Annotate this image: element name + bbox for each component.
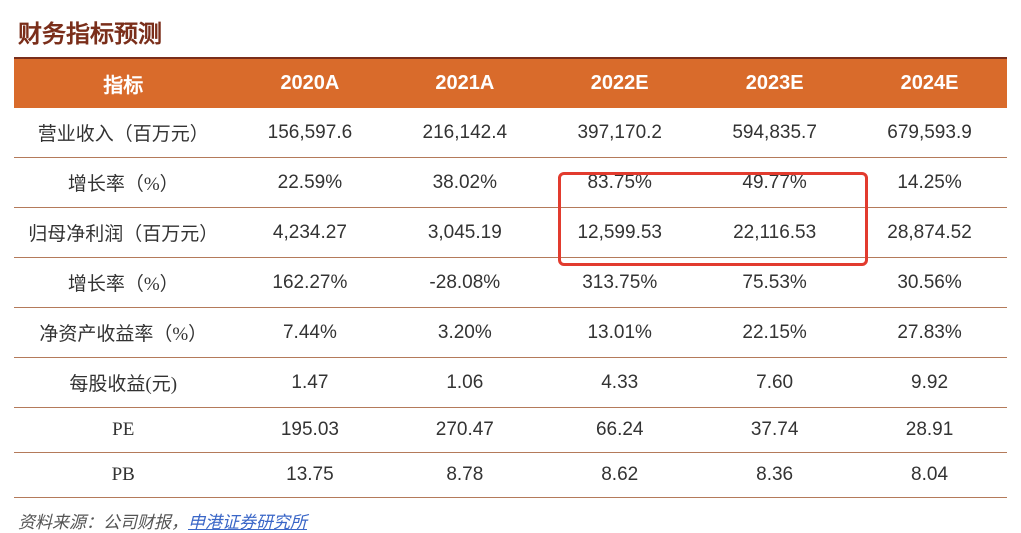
cell: 4.33 bbox=[542, 358, 697, 408]
row-label: 净资产收益率（%） bbox=[14, 308, 232, 358]
cell: 13.75 bbox=[232, 453, 387, 498]
cell: 216,142.4 bbox=[387, 108, 542, 158]
row-label: 增长率（%） bbox=[14, 258, 232, 308]
table-row: 每股收益(元) 1.47 1.06 4.33 7.60 9.92 bbox=[14, 358, 1007, 408]
col-header: 指标 bbox=[14, 58, 232, 108]
cell: 30.56% bbox=[852, 258, 1007, 308]
cell: 8.04 bbox=[852, 453, 1007, 498]
cell: 3,045.19 bbox=[387, 208, 542, 258]
cell: 14.25% bbox=[852, 158, 1007, 208]
cell: 66.24 bbox=[542, 408, 697, 453]
cell: 3.20% bbox=[387, 308, 542, 358]
table-row: 增长率（%） 162.27% -28.08% 313.75% 75.53% 30… bbox=[14, 258, 1007, 308]
source-prefix: 资料来源：公司财报， bbox=[18, 513, 188, 532]
cell: 4,234.27 bbox=[232, 208, 387, 258]
row-label: PE bbox=[14, 408, 232, 453]
cell: 1.06 bbox=[387, 358, 542, 408]
table-row: 增长率（%） 22.59% 38.02% 83.75% 49.77% 14.25… bbox=[14, 158, 1007, 208]
col-header: 2021A bbox=[387, 58, 542, 108]
table-row: PE 195.03 270.47 66.24 37.74 28.91 bbox=[14, 408, 1007, 453]
table-row: 归母净利润（百万元） 4,234.27 3,045.19 12,599.53 2… bbox=[14, 208, 1007, 258]
cell: 8.78 bbox=[387, 453, 542, 498]
cell: 22,116.53 bbox=[697, 208, 852, 258]
table-header-row: 指标 2020A 2021A 2022E 2023E 2024E bbox=[14, 58, 1007, 108]
cell: 38.02% bbox=[387, 158, 542, 208]
section-title: 财务指标预测 bbox=[14, 10, 1007, 57]
row-label: 每股收益(元) bbox=[14, 358, 232, 408]
cell: 49.77% bbox=[697, 158, 852, 208]
cell: 8.36 bbox=[697, 453, 852, 498]
cell: 9.92 bbox=[852, 358, 1007, 408]
cell: -28.08% bbox=[387, 258, 542, 308]
cell: 195.03 bbox=[232, 408, 387, 453]
cell: 7.44% bbox=[232, 308, 387, 358]
cell: 28.91 bbox=[852, 408, 1007, 453]
cell: 679,593.9 bbox=[852, 108, 1007, 158]
cell: 28,874.52 bbox=[852, 208, 1007, 258]
cell: 12,599.53 bbox=[542, 208, 697, 258]
cell: 156,597.6 bbox=[232, 108, 387, 158]
cell: 83.75% bbox=[542, 158, 697, 208]
table-body: 营业收入（百万元） 156,597.6 216,142.4 397,170.2 … bbox=[14, 108, 1007, 498]
cell: 8.62 bbox=[542, 453, 697, 498]
cell: 270.47 bbox=[387, 408, 542, 453]
cell: 7.60 bbox=[697, 358, 852, 408]
col-header: 2024E bbox=[852, 58, 1007, 108]
table-row: PB 13.75 8.78 8.62 8.36 8.04 bbox=[14, 453, 1007, 498]
row-label: PB bbox=[14, 453, 232, 498]
row-label: 归母净利润（百万元） bbox=[14, 208, 232, 258]
col-header: 2023E bbox=[697, 58, 852, 108]
row-label: 增长率（%） bbox=[14, 158, 232, 208]
cell: 13.01% bbox=[542, 308, 697, 358]
row-label: 营业收入（百万元） bbox=[14, 108, 232, 158]
source-note: 资料来源：公司财报，申港证券研究所 bbox=[14, 498, 1007, 533]
cell: 594,835.7 bbox=[697, 108, 852, 158]
cell: 1.47 bbox=[232, 358, 387, 408]
cell: 162.27% bbox=[232, 258, 387, 308]
financial-forecast-table: 指标 2020A 2021A 2022E 2023E 2024E 营业收入（百万… bbox=[14, 57, 1007, 498]
cell: 37.74 bbox=[697, 408, 852, 453]
cell: 397,170.2 bbox=[542, 108, 697, 158]
table-row: 营业收入（百万元） 156,597.6 216,142.4 397,170.2 … bbox=[14, 108, 1007, 158]
cell: 22.15% bbox=[697, 308, 852, 358]
table-row: 净资产收益率（%） 7.44% 3.20% 13.01% 22.15% 27.8… bbox=[14, 308, 1007, 358]
cell: 22.59% bbox=[232, 158, 387, 208]
col-header: 2020A bbox=[232, 58, 387, 108]
source-link[interactable]: 申港证券研究所 bbox=[188, 513, 307, 532]
cell: 75.53% bbox=[697, 258, 852, 308]
cell: 313.75% bbox=[542, 258, 697, 308]
cell: 27.83% bbox=[852, 308, 1007, 358]
col-header: 2022E bbox=[542, 58, 697, 108]
